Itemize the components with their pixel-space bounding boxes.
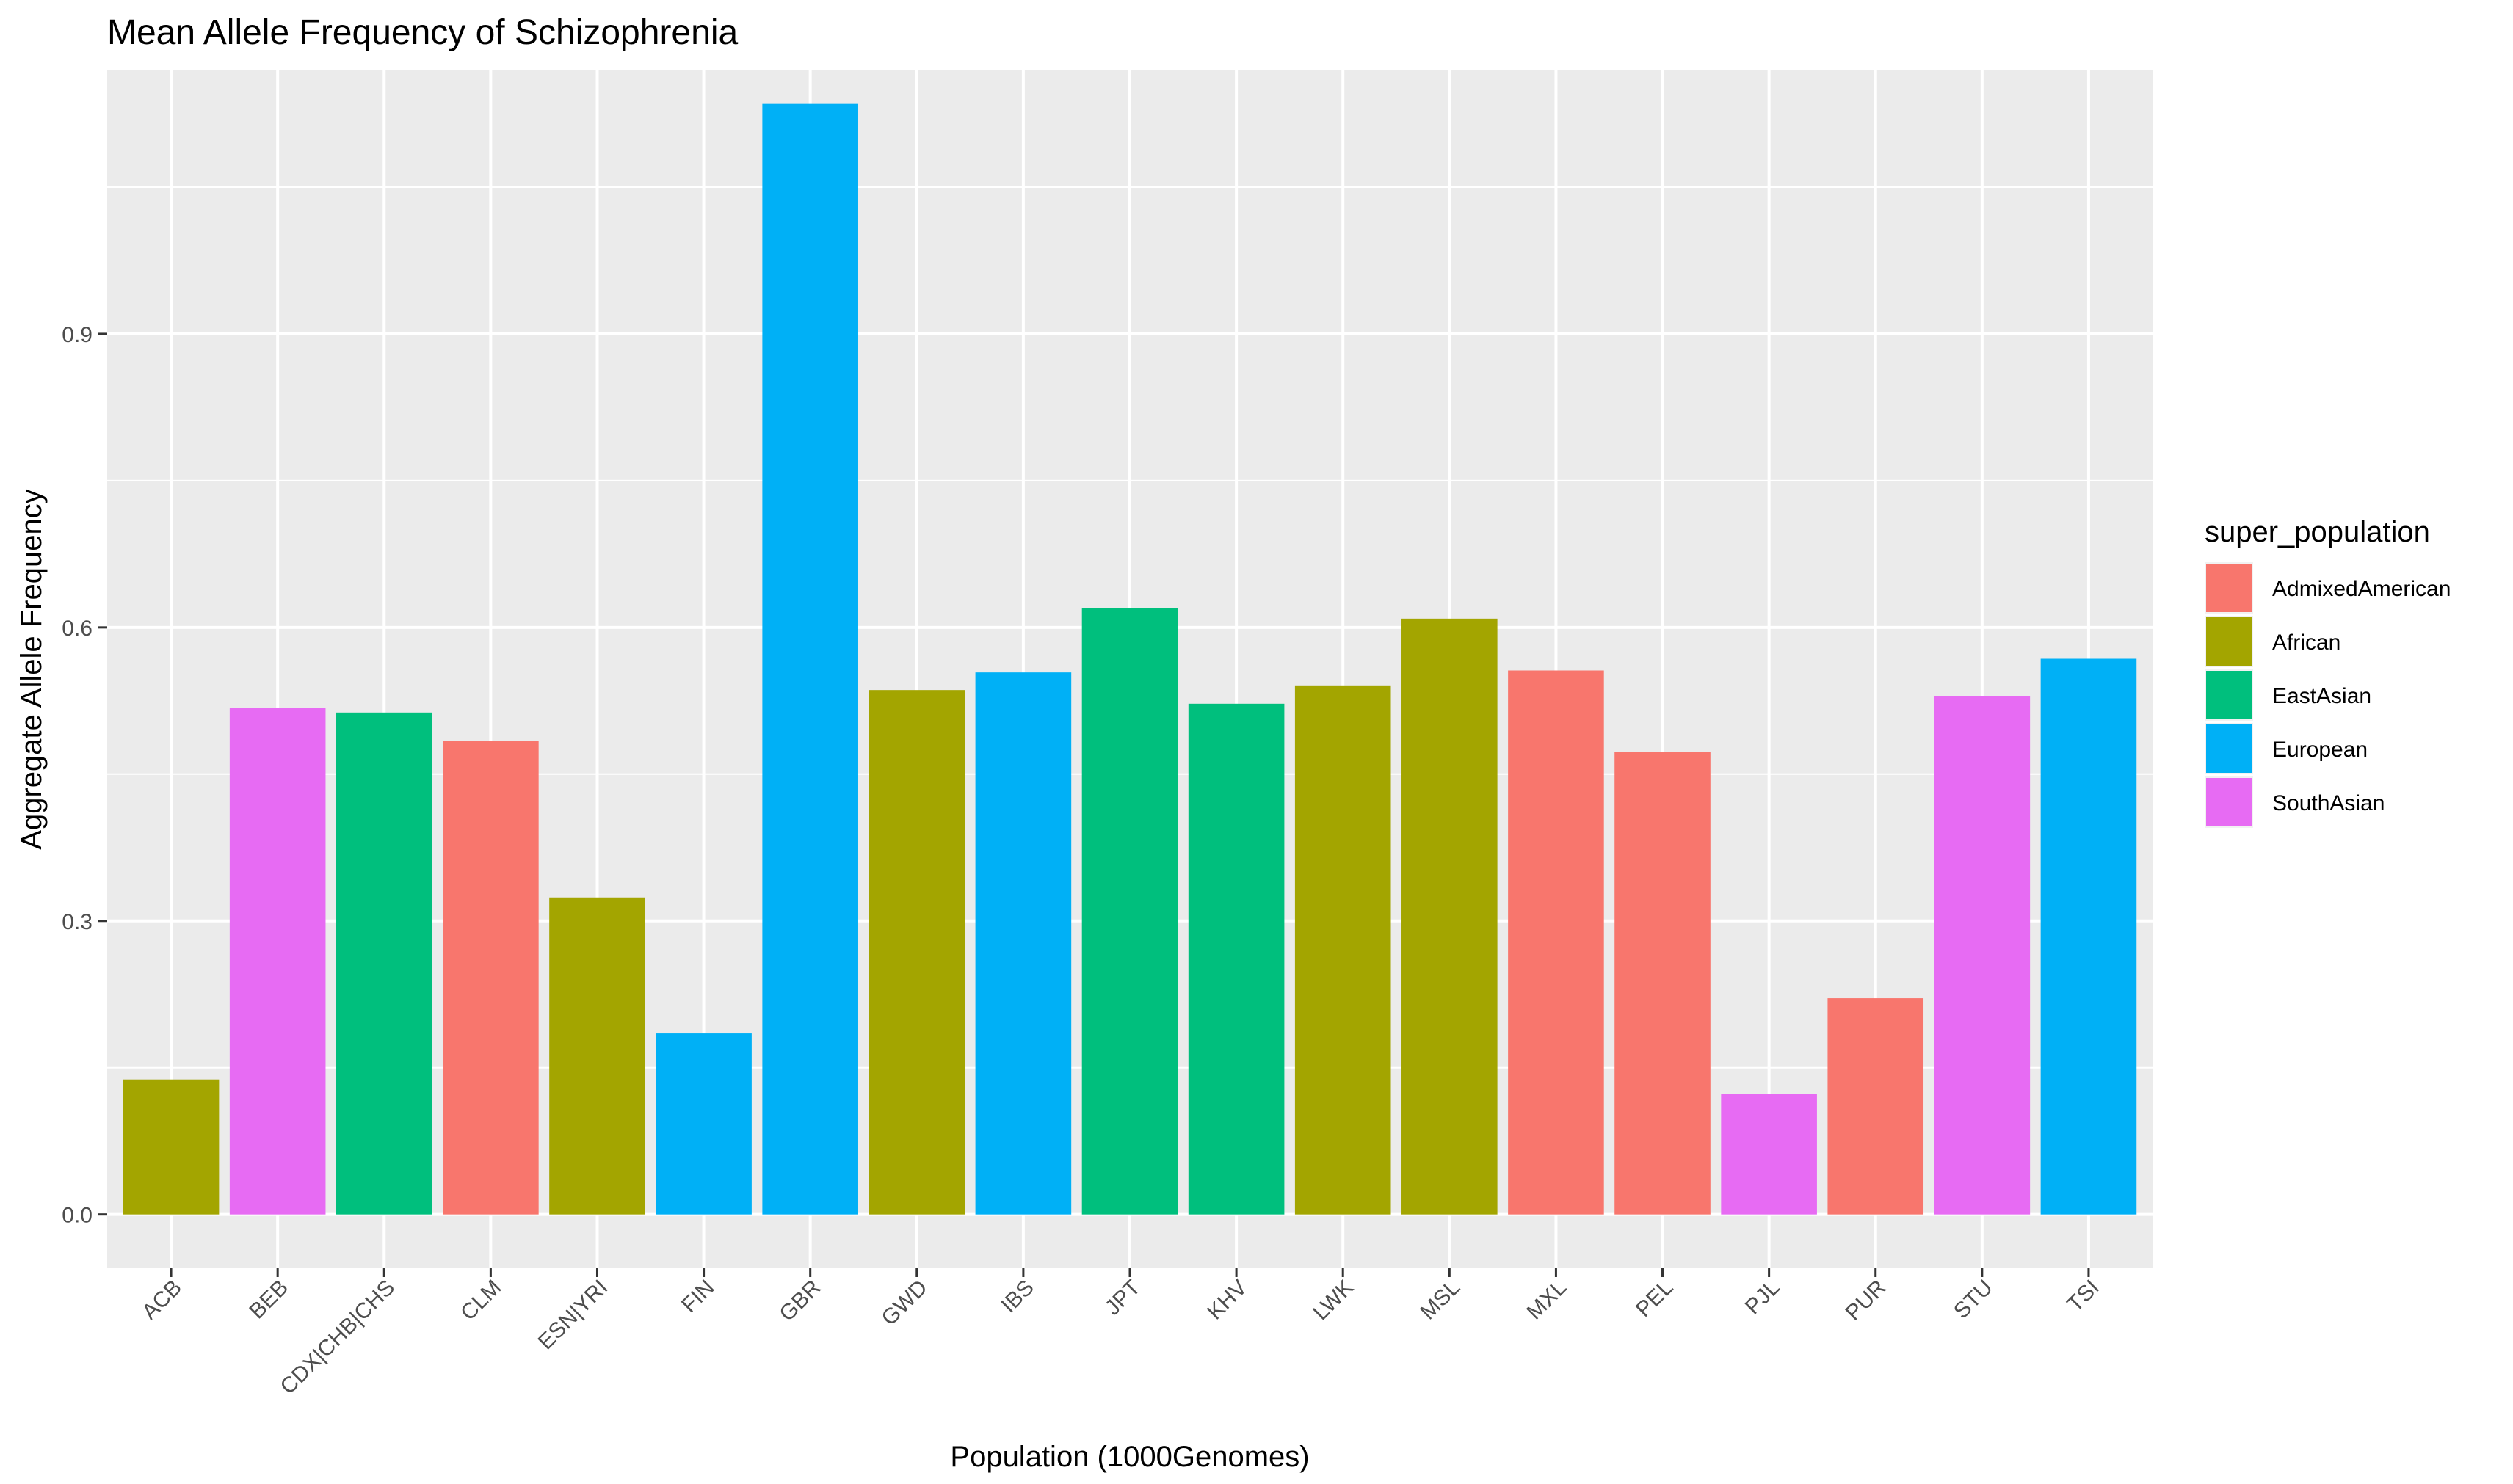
bar-jpt: [1081, 608, 1178, 1215]
legend-swatch: [2206, 564, 2252, 612]
x-tick-label: KHV: [1203, 1276, 1252, 1325]
x-tick-label: MXL: [1522, 1276, 1571, 1325]
x-tick-label: CLM: [456, 1276, 506, 1325]
x-tick-label: FIN: [677, 1276, 719, 1318]
x-tick-label: PJL: [1741, 1276, 1785, 1320]
y-tick-label: 0.6: [62, 616, 93, 641]
y-tick-label: 0.3: [62, 910, 93, 934]
bar-clm: [443, 741, 539, 1215]
legend-label: AdmixedAmerican: [2272, 577, 2451, 601]
bar-pjl: [1721, 1094, 1817, 1215]
x-tick-label: TSI: [2063, 1276, 2104, 1317]
x-tick-label: LWK: [1308, 1276, 1358, 1325]
x-tick-label: IBS: [996, 1276, 1039, 1318]
legend-items: AdmixedAmerican African EastAsian European S…: [2205, 562, 2451, 828]
bar-mxl: [1508, 670, 1604, 1215]
legend-swatch: [2206, 724, 2252, 773]
bar-tsi: [2040, 658, 2137, 1215]
legend-swatch: [2206, 617, 2252, 666]
legend-label: European: [2272, 738, 2368, 762]
x-tick-label: PUR: [1841, 1276, 1891, 1325]
bars: [123, 103, 2137, 1215]
legend-swatch: [2206, 778, 2252, 826]
bar-cdx-chb-chs: [336, 712, 432, 1215]
x-tick-label: GWD: [877, 1276, 932, 1331]
y-tick-label: 0.9: [62, 323, 93, 347]
legend-swatch: [2206, 671, 2252, 719]
legend: super_population AdmixedAmerican African E…: [2205, 516, 2451, 828]
x-tick-label: STU: [1949, 1276, 1998, 1324]
x-tick-label: ACB: [137, 1276, 186, 1325]
x-tick-label: CDX|CHB|CHS: [275, 1276, 399, 1400]
x-tick-label: PEL: [1631, 1276, 1678, 1322]
y-axis: 0.0 0.3 0.6 0.9: [62, 323, 107, 1228]
x-tick-label: MSL: [1415, 1276, 1465, 1325]
legend-label: African: [2272, 630, 2340, 655]
y-tick-label: 0.0: [62, 1204, 93, 1228]
legend-label: SouthAsian: [2272, 791, 2385, 815]
x-tick-label: JPT: [1100, 1276, 1145, 1320]
bar-pel: [1614, 752, 1711, 1215]
x-axis-label: Population (1000Genomes): [950, 1441, 1309, 1473]
x-tick-label: ESN|YRI: [534, 1276, 613, 1355]
bar-pur: [1827, 998, 1924, 1215]
bar-gbr: [762, 103, 858, 1215]
bar-khv: [1188, 703, 1285, 1215]
bar-beb: [229, 708, 326, 1215]
legend-title: super_population: [2205, 516, 2430, 548]
bar-gwd: [869, 690, 965, 1215]
bar-acb: [123, 1079, 220, 1215]
x-tick-label: GBR: [775, 1276, 825, 1326]
bar-esn-yri: [549, 897, 645, 1215]
legend-label: EastAsian: [2272, 684, 2371, 708]
bar-msl: [1401, 618, 1498, 1215]
bar-lwk: [1294, 685, 1391, 1215]
bar-stu: [1934, 696, 2031, 1215]
bar-fin: [656, 1033, 752, 1215]
bar-ibs: [975, 672, 1072, 1215]
x-tick-label: BEB: [244, 1276, 293, 1324]
chart-title: Mean Allele Frequency of Schizophrenia: [107, 13, 738, 52]
y-axis-label: Aggregate Allele Frequency: [15, 489, 48, 849]
